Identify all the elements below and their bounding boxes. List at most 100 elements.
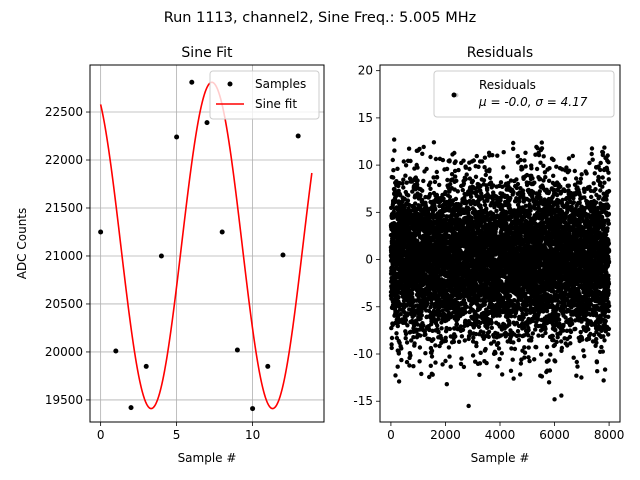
sine-fit-y-tick-label: 21000 xyxy=(45,249,83,263)
residual-point xyxy=(522,345,527,350)
sine-fit-y-tick-label: 22000 xyxy=(45,153,83,167)
residual-point xyxy=(494,208,499,214)
residual-point xyxy=(403,173,408,178)
residual-point xyxy=(403,336,408,341)
residual-point xyxy=(413,201,418,206)
sine-fit-legend-box xyxy=(209,70,320,120)
residual-point xyxy=(429,348,435,353)
residual-point xyxy=(467,166,472,172)
residual-point xyxy=(389,335,395,341)
residual-point xyxy=(428,186,433,191)
residual-point xyxy=(511,340,516,345)
residual-point xyxy=(389,342,394,347)
residual-point xyxy=(459,334,465,339)
residual-point xyxy=(501,150,506,155)
sample-point xyxy=(204,120,210,126)
residual-point xyxy=(464,172,469,177)
legend-sine-fit-label: Sine fit xyxy=(255,97,297,111)
residual-point xyxy=(463,310,468,315)
sample-point xyxy=(234,347,240,353)
residual-point xyxy=(398,312,403,317)
sine-fit-curve-layer xyxy=(99,81,313,410)
residual-point xyxy=(407,363,412,368)
residual-point xyxy=(391,175,396,180)
sample-point xyxy=(295,133,301,139)
residual-point xyxy=(404,359,410,365)
residual-point xyxy=(488,175,493,181)
residual-point xyxy=(395,364,400,369)
residual-point xyxy=(486,329,492,334)
sine-fit-samples-layer xyxy=(98,79,301,412)
residual-point xyxy=(511,189,516,195)
residual-point xyxy=(415,182,420,187)
residual-point xyxy=(441,196,446,201)
residual-point xyxy=(421,144,426,150)
residual-point xyxy=(415,238,420,243)
residual-point xyxy=(501,165,506,170)
sine-fit-legend: Samples Sine fit xyxy=(209,70,320,120)
sample-point xyxy=(219,229,225,235)
residual-point xyxy=(401,159,406,164)
residual-point xyxy=(483,172,488,178)
residual-point xyxy=(434,174,440,180)
residual-point xyxy=(512,346,518,352)
residual-point xyxy=(443,358,448,364)
residual-point xyxy=(413,233,418,238)
residual-point xyxy=(406,146,412,151)
residual-point xyxy=(484,360,489,366)
residual-point xyxy=(507,293,513,299)
residual-point xyxy=(419,371,424,377)
residual-point xyxy=(444,166,450,172)
residual-point xyxy=(496,341,501,346)
residual-point xyxy=(403,331,409,337)
residual-point xyxy=(423,351,428,356)
residual-point xyxy=(423,204,429,210)
residual-point xyxy=(389,345,394,351)
sine-fit-y-tick-label: 21500 xyxy=(45,201,83,215)
sine-fit-axes: 0 5 10 19500200002050021000215002200022500… xyxy=(15,45,325,465)
residual-point xyxy=(481,330,486,335)
residual-point xyxy=(431,175,436,180)
sine-fit-y-tick-label: 19500 xyxy=(45,393,83,407)
residual-point xyxy=(511,146,516,151)
residual-point xyxy=(522,350,528,355)
residual-point xyxy=(394,331,399,336)
residual-point xyxy=(473,174,479,179)
residual-point xyxy=(496,346,502,351)
residual-point xyxy=(464,304,469,309)
residual-point xyxy=(437,309,442,314)
residual-point xyxy=(470,178,475,184)
residual-point xyxy=(486,334,491,339)
sine-fit-x-tick-label: 5 xyxy=(173,428,181,442)
residual-point xyxy=(433,207,438,212)
residual-point xyxy=(508,368,514,373)
residual-point xyxy=(424,314,430,319)
sine-fit-title: Sine Fit xyxy=(181,45,233,61)
residual-point xyxy=(485,187,490,193)
sample-point xyxy=(143,363,149,369)
residual-point xyxy=(516,337,521,343)
residual-point xyxy=(392,148,397,153)
residual-point xyxy=(443,338,448,344)
residual-point xyxy=(428,154,433,160)
sample-point xyxy=(128,405,134,411)
residual-point xyxy=(476,324,482,329)
residual-point xyxy=(500,372,505,377)
residual-point xyxy=(417,345,423,350)
residual-point xyxy=(405,311,410,316)
residual-point xyxy=(515,181,521,187)
residual-point xyxy=(419,313,424,318)
residual-point xyxy=(446,345,452,350)
residual-point xyxy=(453,174,458,179)
residual-point xyxy=(454,178,459,183)
residual-point xyxy=(447,354,452,359)
residual-point xyxy=(463,176,468,182)
residual-point xyxy=(437,343,442,349)
sine-fit-x-tick-label: 10 xyxy=(245,428,260,442)
residual-point xyxy=(404,340,410,345)
residual-point xyxy=(453,159,458,164)
residual-point xyxy=(403,163,409,168)
residual-point xyxy=(514,177,519,182)
